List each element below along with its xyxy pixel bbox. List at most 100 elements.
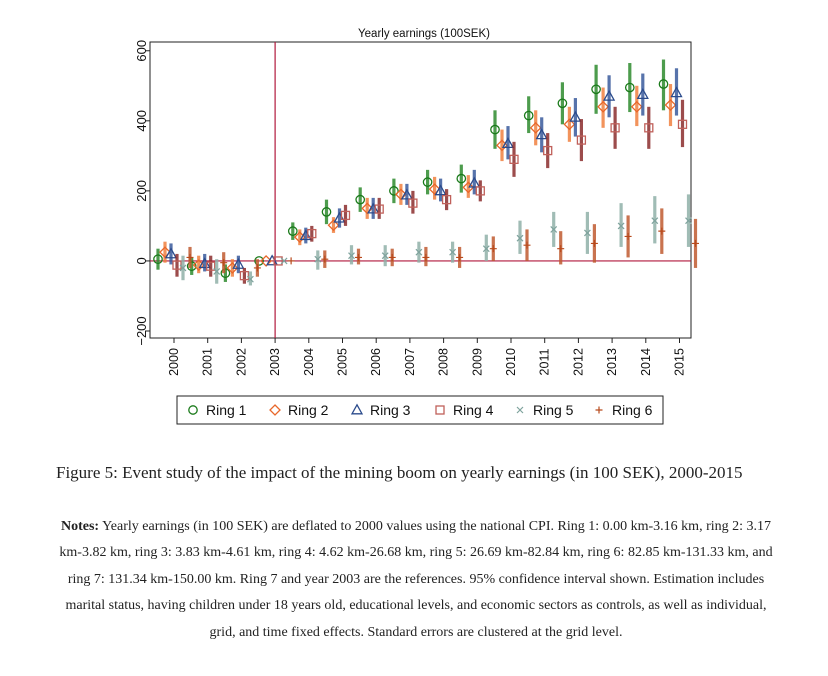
event-study-chart: Yearly earnings (100SEK) −200 0 200 400 600 2… [134, 28, 699, 425]
ring-2-point [563, 118, 576, 131]
ring-3-point [602, 89, 616, 101]
legend-label-ring-6: Ring 6 [612, 402, 653, 418]
y-tick-label: 0 [134, 257, 149, 264]
ring-5-point [314, 255, 322, 263]
ring-4-point [576, 135, 587, 145]
legend-label-ring-5: Ring 5 [533, 402, 574, 418]
ring-6-point [321, 255, 329, 263]
ring-5-point [482, 245, 490, 253]
legend-label-ring-1: Ring 1 [206, 402, 247, 418]
ring-6-point [692, 239, 699, 247]
ring-2-point [428, 183, 441, 196]
ring-1-point [658, 79, 669, 89]
ring-6-point [489, 245, 497, 253]
y-tick-label: 600 [134, 40, 149, 62]
legend-marker-ring-5 [516, 406, 524, 414]
ring-4-point [677, 119, 688, 129]
ring-2-point [664, 99, 677, 111]
plot-area [149, 41, 692, 339]
x-tick-label: 2007 [403, 348, 417, 376]
ring-3-point [636, 88, 649, 99]
legend-label-ring-3: Ring 3 [370, 402, 411, 418]
ring-4-point [441, 194, 452, 205]
notes-text: Yearly earnings (in 100 SEK) are deflate… [59, 519, 773, 640]
legend-marker-ring-4 [435, 405, 445, 415]
ring-2-point [529, 121, 542, 134]
legend: Ring 1 Ring 2 Ring 3 Ring 4 Ring 5 Ring 6 [176, 395, 664, 425]
ring-4-point [543, 145, 553, 156]
axes: −200 0 200 400 600 2000 2001 2002 2003 2004 2005 20… [134, 40, 687, 376]
ring-2-point [462, 181, 475, 194]
x-tick-label: 2015 [673, 348, 687, 376]
ring-3-point [164, 247, 178, 259]
ring-5-point [651, 217, 659, 225]
ring-4-point [239, 270, 250, 281]
ring-1-point [389, 186, 399, 196]
legend-marker-ring-6 [595, 406, 603, 414]
y-tick-label: 200 [134, 180, 149, 202]
x-tick-label: 2011 [538, 349, 552, 376]
y-tick-label: −200 [134, 316, 149, 345]
chart-title: Yearly earnings (100SEK) [358, 28, 490, 40]
ring-1-point [456, 173, 467, 184]
ring-6-point [624, 232, 632, 240]
ring-6-point [658, 227, 666, 235]
ring-6-point [523, 241, 531, 249]
ring-6-point [355, 253, 362, 261]
x-tick-label: 2012 [571, 348, 585, 376]
ring-4-point [374, 204, 384, 214]
ring-6-point [590, 239, 598, 247]
legend-box [176, 395, 664, 425]
x-tick-label: 2010 [504, 348, 518, 376]
ring-6-point [388, 253, 396, 261]
ring-5-point [179, 264, 187, 272]
ring-1-point [523, 110, 534, 121]
legend-label-ring-4: Ring 4 [453, 402, 494, 418]
ring-2-point [226, 262, 239, 274]
x-tick-label: 2000 [167, 348, 181, 376]
ring-1-point [254, 256, 264, 266]
ring-4-point [644, 123, 654, 133]
ring-4-point [273, 256, 283, 266]
ring-4-point [509, 154, 519, 164]
ring-5-point [246, 275, 254, 283]
ring-1-point [355, 194, 366, 205]
ring-6-point [220, 259, 228, 267]
ring-6-point [456, 253, 464, 261]
ring-1-point [624, 82, 635, 93]
ring-2-point [597, 100, 610, 113]
ring-3-point [670, 86, 683, 98]
ring-1-point [287, 226, 298, 237]
ring-5-point [280, 257, 288, 265]
ring-5-point [617, 222, 625, 230]
ring-3-point [569, 110, 582, 122]
ring-5-point [213, 268, 221, 275]
ring-4-point [610, 123, 620, 133]
ring-3-point [232, 257, 245, 269]
ring-3-point [400, 188, 414, 200]
x-tick-label: 2001 [201, 348, 215, 376]
ring-5-point [449, 248, 457, 256]
ring-2-point [159, 246, 171, 259]
ring-5-point [583, 229, 591, 237]
ring-1-point [220, 268, 231, 279]
x-tick-label: 2005 [336, 348, 350, 376]
x-tick-label: 2004 [302, 348, 316, 376]
ring-6-point [186, 253, 194, 261]
ring-1-point [321, 207, 332, 217]
figure-caption: Figure 5: Event study of the impact of t… [56, 463, 743, 482]
ring-6-point [422, 253, 430, 261]
legend-marker-ring-1 [188, 405, 198, 415]
ring-1-point [591, 84, 601, 95]
ring-1-point [422, 177, 433, 187]
y-tick-label: 400 [134, 110, 149, 132]
ring-4-point [206, 261, 216, 271]
ring-3-point [468, 176, 481, 188]
x-tick-label: 2009 [470, 348, 484, 376]
ring-3-point [535, 128, 548, 140]
x-tick-label: 2002 [234, 348, 248, 376]
x-tick-label: 2006 [369, 348, 383, 376]
ring-1-point [153, 254, 163, 265]
x-tick-label: 2008 [437, 348, 451, 376]
figure-notes: Notes: Yearly earnings (in 100 SEK) are … [56, 514, 776, 646]
